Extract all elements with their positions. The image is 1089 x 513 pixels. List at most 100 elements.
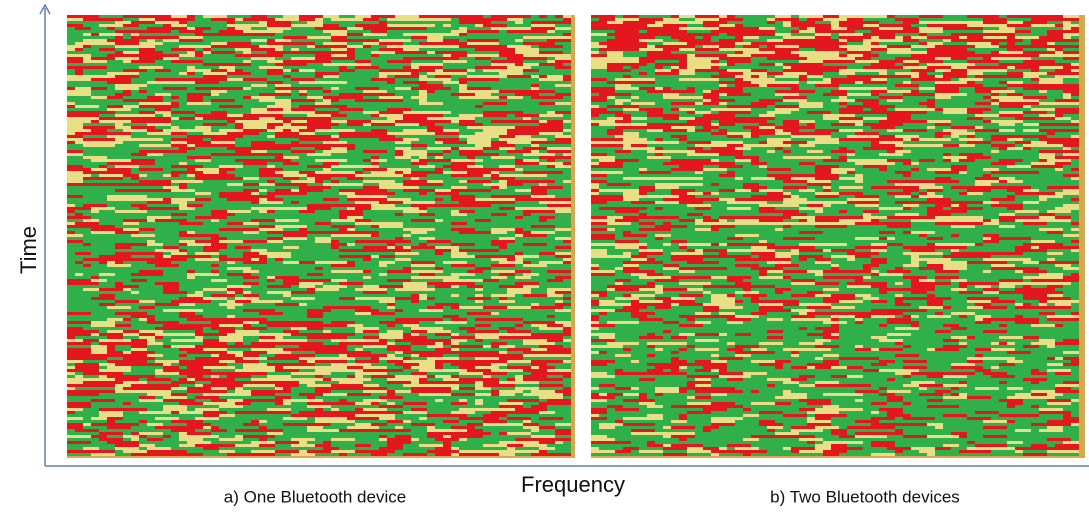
noise-cell <box>315 177 331 180</box>
noise-cell <box>547 369 571 372</box>
noise-cell <box>387 36 395 39</box>
noise-cell <box>251 441 275 444</box>
noise-cell <box>283 258 307 261</box>
noise-cell <box>187 18 195 21</box>
noise-cell <box>99 150 123 153</box>
noise-cell <box>499 246 507 249</box>
noise-cell <box>235 159 259 162</box>
noise-cell <box>107 279 131 282</box>
noise-cell <box>243 324 251 327</box>
noise-cell <box>299 81 307 84</box>
noise-cell <box>283 156 299 159</box>
noise-cell <box>395 318 419 321</box>
noise-cell <box>387 441 403 444</box>
noise-cell <box>283 120 291 123</box>
noise-cell <box>347 216 363 219</box>
noise-cell <box>83 408 99 411</box>
noise-cell <box>355 54 371 57</box>
noise-cell <box>395 207 419 210</box>
noise-cell <box>411 234 419 237</box>
noise-cell <box>171 234 179 237</box>
noise-cell <box>283 147 291 150</box>
noise-cell <box>91 396 99 399</box>
noise-cell <box>411 375 427 378</box>
noise-cell <box>355 207 371 210</box>
noise-cell <box>299 309 307 312</box>
noise-cell <box>411 276 435 279</box>
noise-cell <box>555 42 571 45</box>
noise-cell <box>179 147 195 150</box>
noise-cell <box>227 123 235 126</box>
noise-cell <box>203 36 227 39</box>
noise-cell <box>411 177 419 180</box>
noise-cell <box>523 111 539 114</box>
noise-cell <box>347 30 363 33</box>
noise-cell <box>107 129 123 132</box>
noise-cell <box>443 168 451 171</box>
noise-cell <box>411 390 427 393</box>
noise-cell <box>371 162 379 165</box>
noise-cell <box>91 324 115 327</box>
noise-cell <box>555 426 571 429</box>
noise-cell <box>259 384 275 387</box>
noise-cell <box>355 228 363 231</box>
noise-cell <box>323 195 347 198</box>
noise-cell <box>515 147 523 150</box>
noise-cell <box>379 60 387 63</box>
noise-cell <box>339 198 347 201</box>
noise-cell <box>203 282 219 285</box>
noise-cell <box>1047 33 1063 36</box>
noise-cell <box>547 66 555 69</box>
noise-cell <box>387 366 403 369</box>
noise-cell <box>91 336 107 339</box>
noise-cell <box>663 39 679 42</box>
noise-cell <box>107 51 115 54</box>
noise-cell <box>591 39 607 42</box>
noise-cell <box>179 36 203 39</box>
noise-cell <box>275 210 291 213</box>
noise-cell <box>67 330 91 333</box>
noise-cell <box>91 441 107 444</box>
noise-cell <box>1007 21 1023 24</box>
noise-cell <box>539 75 547 78</box>
noise-cell <box>523 42 531 45</box>
noise-cell <box>235 216 259 219</box>
noise-cell <box>863 18 879 21</box>
noise-cell <box>259 159 283 162</box>
noise-cell <box>443 291 467 294</box>
noise-cell <box>403 174 411 177</box>
noise-cell <box>331 294 347 297</box>
noise-cell <box>355 363 371 366</box>
noise-cell <box>259 213 275 216</box>
noise-cell <box>299 54 307 57</box>
noise-cell <box>251 375 267 378</box>
noise-cell <box>323 426 347 429</box>
noise-cell <box>563 18 571 21</box>
noise-cell <box>935 30 943 33</box>
noise-cell <box>107 330 123 333</box>
noise-cell <box>91 162 107 165</box>
noise-cell <box>355 321 379 324</box>
noise-cell <box>147 288 155 291</box>
noise-cell <box>523 366 531 369</box>
noise-cell <box>523 273 539 276</box>
noise-cell <box>67 339 83 342</box>
noise-cell <box>203 180 227 183</box>
noise-cell <box>339 96 363 99</box>
noise-cell <box>179 57 203 60</box>
noise-cell <box>83 258 91 261</box>
noise-cell <box>919 18 935 21</box>
noise-cell <box>267 303 275 306</box>
noise-cell <box>107 27 115 30</box>
noise-cell <box>411 270 427 273</box>
noise-cell <box>307 321 323 324</box>
noise-cell <box>451 162 475 165</box>
noise-cell <box>115 300 139 303</box>
noise-cell <box>491 93 515 96</box>
noise-cell <box>115 123 123 126</box>
noise-cell <box>131 171 155 174</box>
noise-cell <box>283 99 291 102</box>
noise-cell <box>131 135 155 138</box>
noise-cell <box>179 372 203 375</box>
noise-cell <box>83 417 91 420</box>
